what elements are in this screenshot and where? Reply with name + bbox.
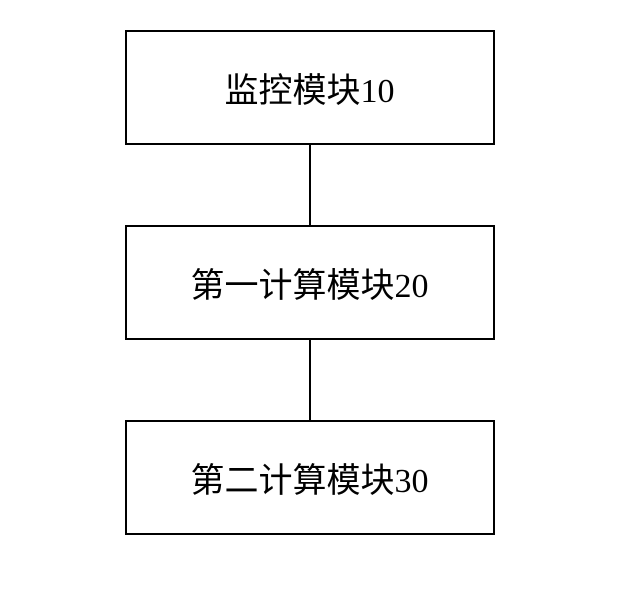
node-label: 第一计算模块20 bbox=[191, 258, 429, 307]
flowchart-node-1: 监控模块10 bbox=[125, 30, 495, 145]
flowchart-node-2: 第一计算模块20 bbox=[125, 225, 495, 340]
node-label: 监控模块10 bbox=[225, 63, 395, 112]
flowchart-connector-2 bbox=[309, 340, 311, 420]
flowchart-container: 监控模块10 第一计算模块20 第二计算模块30 bbox=[125, 30, 495, 535]
flowchart-connector-1 bbox=[309, 145, 311, 225]
flowchart-node-3: 第二计算模块30 bbox=[125, 420, 495, 535]
node-label: 第二计算模块30 bbox=[191, 453, 429, 502]
